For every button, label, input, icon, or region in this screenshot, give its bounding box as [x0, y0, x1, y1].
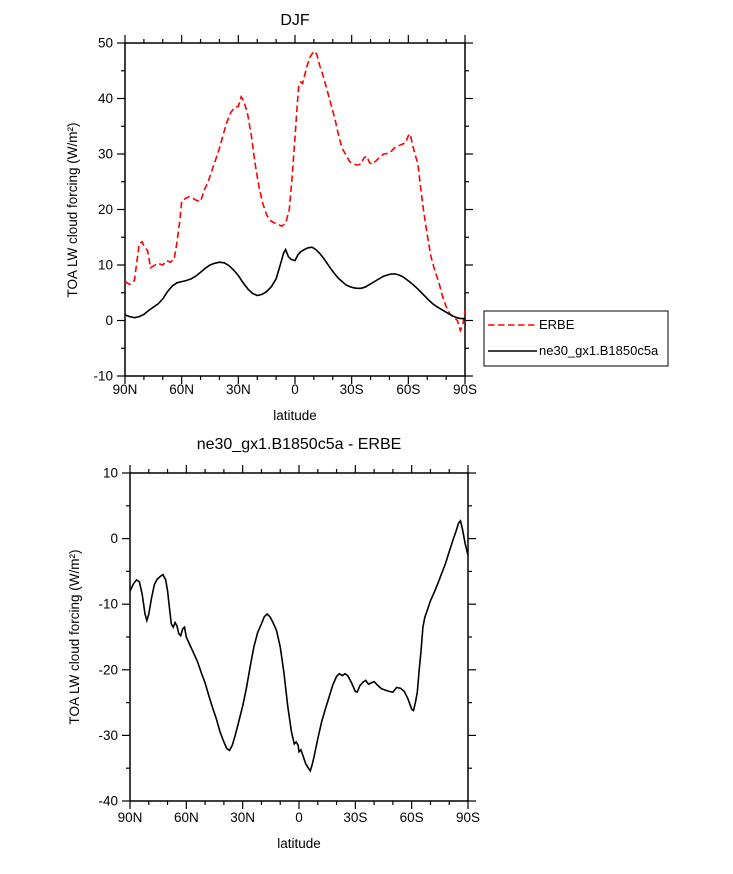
top-y-ticks: -10 0 10 20 30 40 50 — [93, 36, 473, 384]
bottom-x-tick-label: 60S — [400, 810, 424, 825]
top-series-line-ne30-gx1-b1850c5a — [124, 246, 466, 320]
bottom-xaxis-label: latitude — [277, 836, 321, 851]
legend-box — [483, 310, 669, 367]
top-xaxis-label: latitude — [273, 408, 317, 423]
top-y-tick-label: -10 — [93, 369, 113, 384]
bottom-y-tick-label: 0 — [110, 531, 118, 546]
bottom-y-tick-label: -20 — [98, 662, 118, 677]
bottom-x-tick-label: 60N — [174, 810, 199, 825]
top-y-tick-label: 30 — [98, 147, 113, 162]
legend-label: ne30_gx1.B1850c5a — [539, 343, 659, 358]
top-yaxis-label: TOA LW cloud forcing (W/m²) — [65, 122, 80, 297]
bottom-x-tick-label: 90N — [118, 810, 143, 825]
bottom-yaxis-label: TOA LW cloud forcing (W/m²) — [67, 549, 82, 724]
top-x-tick-label: 0 — [291, 382, 299, 397]
top-y-tick-label: 50 — [98, 36, 113, 51]
bottom-series-line-ne30-gx1-b1850c5a-erbe — [129, 519, 469, 773]
bottom-x-tick-label: 90S — [456, 810, 480, 825]
bottom-x-ticks: 90N 60N 30N 0 30S 60S 90S — [118, 465, 480, 825]
bottom-x-tick-label: 0 — [295, 810, 303, 825]
top-x-tick-label: 60N — [169, 382, 194, 397]
top-series-line-erbe — [124, 50, 466, 333]
bottom-chart-title: ne30_gx1.B1850c5a - ERBE — [197, 436, 402, 453]
bottom-y-tick-label: -30 — [98, 728, 118, 743]
top-y-tick-label: 20 — [98, 202, 113, 217]
top-x-tick-label: 60S — [396, 382, 420, 397]
top-y-tick-label: 40 — [98, 91, 113, 106]
top-y-tick-label: 0 — [105, 313, 113, 328]
legend-label: ERBE — [539, 317, 575, 332]
top-x-tick-label: 90S — [453, 382, 477, 397]
bottom-y-tick-label: -40 — [98, 794, 118, 809]
bottom-x-tick-label: 30S — [343, 810, 367, 825]
top-x-tick-label: 30N — [226, 382, 251, 397]
top-x-tick-label: 90N — [113, 382, 138, 397]
bottom-chart: 90N 60N 30N 0 30S 60S 90S -40 -30 -20 -10 0 10 — [98, 465, 480, 825]
top-chart: 90N 60N 30N 0 30S 60S 90S -10 0 10 20 30 40 50 ERBE ne3… — [93, 35, 669, 397]
bottom-y-tick-label: -10 — [98, 597, 118, 612]
top-x-tick-label: 30S — [340, 382, 364, 397]
bottom-y-ticks: -40 -30 -20 -10 0 10 — [98, 466, 476, 809]
top-chart-title: DJF — [280, 12, 310, 29]
top-y-tick-label: 10 — [98, 258, 113, 273]
legend: ERBE ne30_gx1.B1850c5a — [483, 310, 669, 367]
top-plot-frame — [124, 42, 466, 377]
bottom-x-tick-label: 30N — [230, 810, 255, 825]
bottom-y-tick-label: 10 — [103, 466, 118, 481]
top-x-ticks: 90N 60N 30N 0 30S 60S 90S — [113, 35, 477, 397]
